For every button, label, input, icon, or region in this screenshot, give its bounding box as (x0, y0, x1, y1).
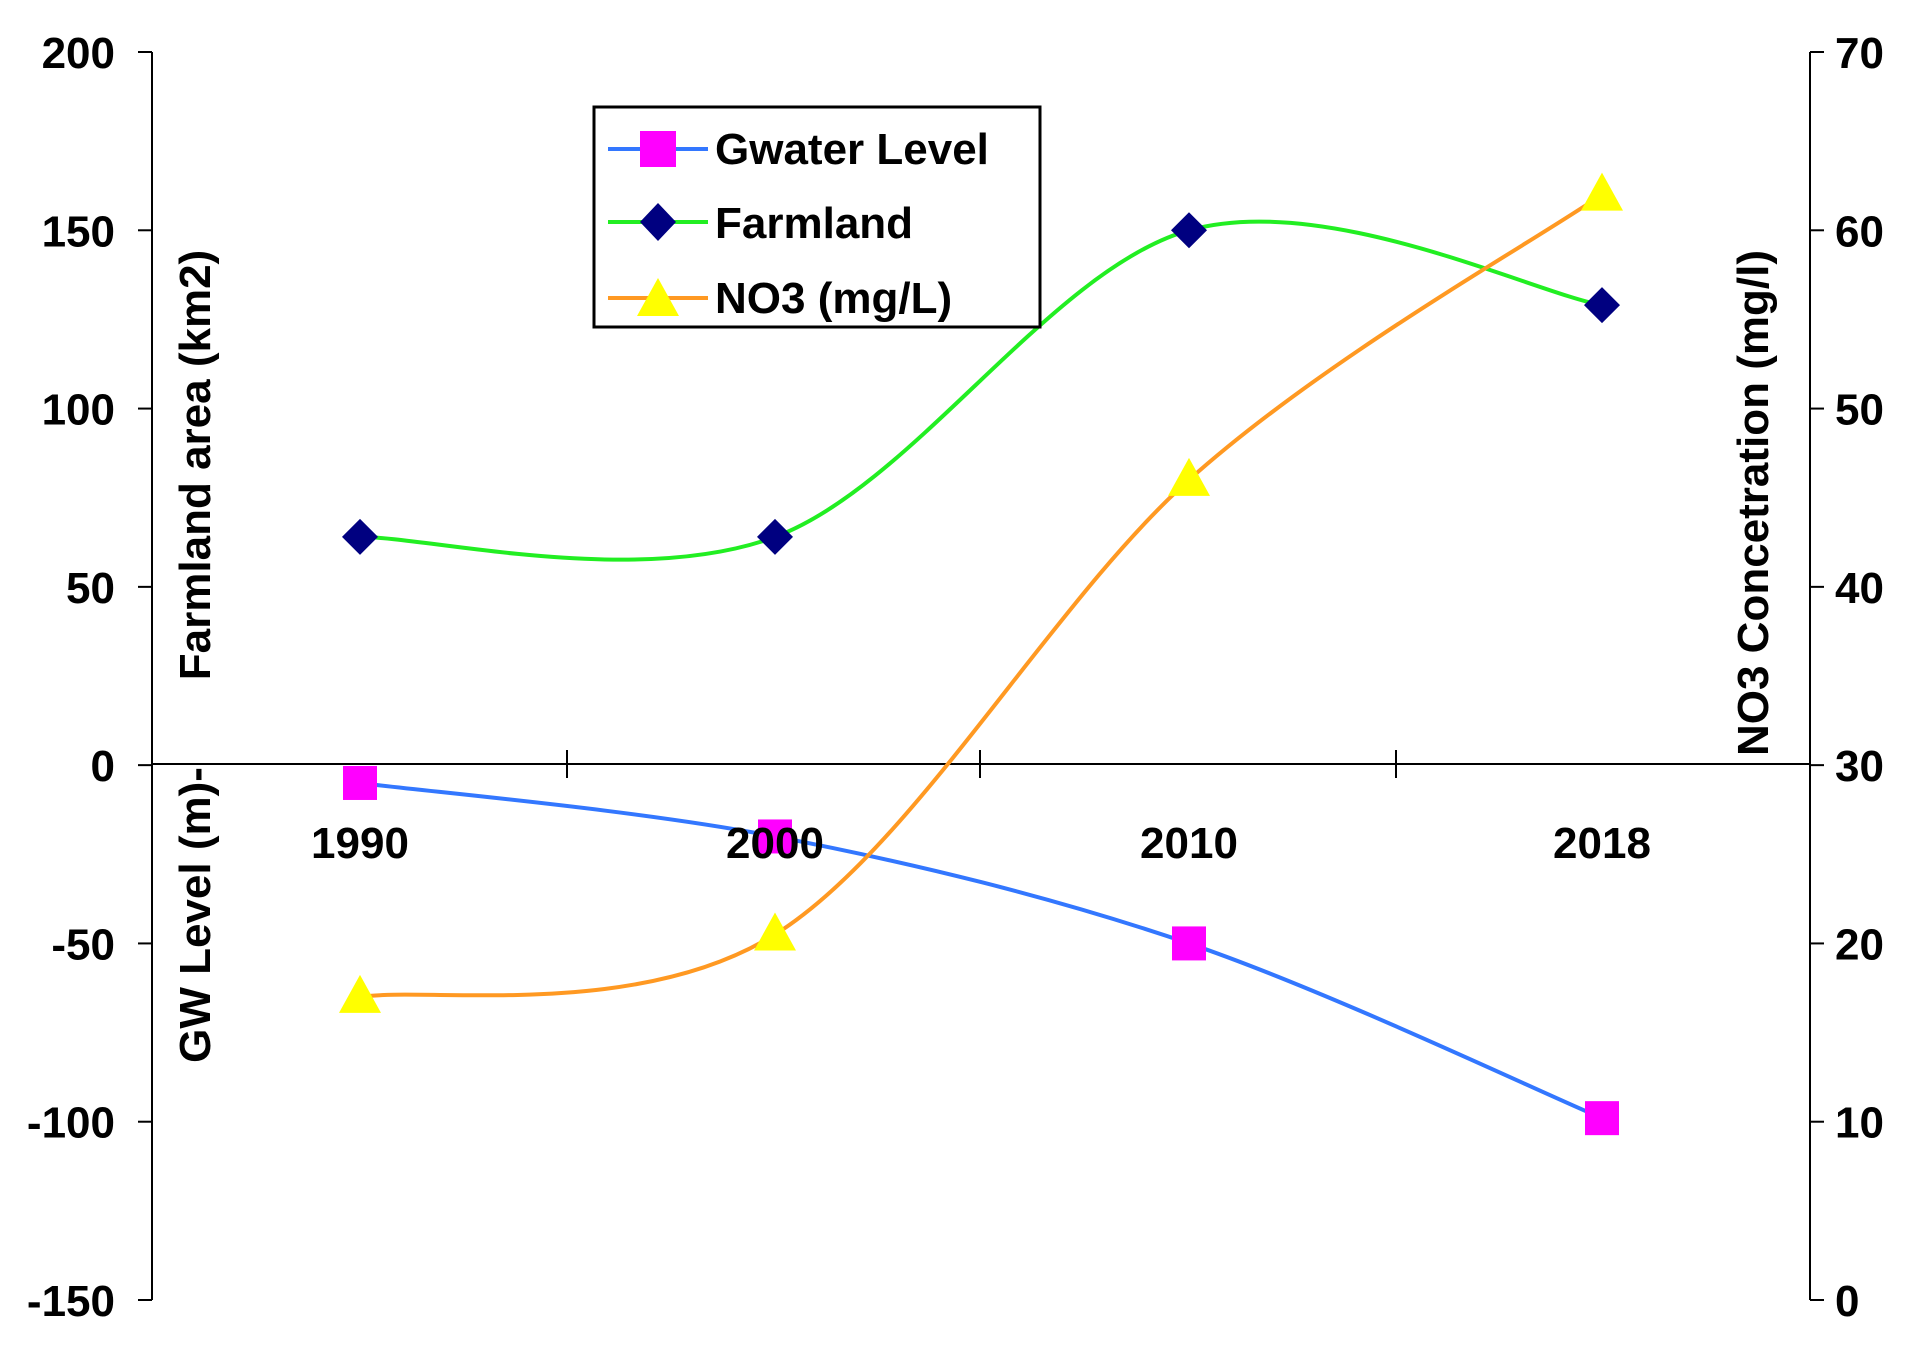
category-labels: 1990 2000 2010 2018 (311, 819, 1651, 868)
point-farmland (1584, 287, 1620, 324)
right-tick-label: 40 (1835, 564, 1884, 613)
point-gwater-level (343, 765, 377, 800)
x-category-label: 2010 (1140, 819, 1238, 868)
x-category-label: 2018 (1553, 819, 1651, 868)
left-tick-label: -50 (51, 920, 115, 969)
x-category-label: 1990 (311, 819, 409, 868)
left-axis-title-upper: Farmland area (km2) (171, 250, 220, 680)
right-axis-title: NO3 Concetration (mg/l) (1729, 250, 1778, 756)
series-line-farmland (359, 219, 1603, 562)
right-tick-label: 10 (1835, 1099, 1884, 1148)
right-tick-label: 50 (1835, 386, 1884, 435)
left-tick-label: -100 (27, 1099, 115, 1148)
left-tick-label: 0 (91, 742, 115, 791)
point-no3-mg-l (339, 974, 381, 1013)
point-no3-mg-l (754, 912, 796, 951)
right-tick-label: 0 (1835, 1277, 1859, 1326)
legend-label-farmland: Farmland (715, 199, 913, 248)
legend-label-no3: NO3 (mg/L) (715, 274, 952, 323)
right-tick-label: 70 (1835, 29, 1884, 78)
legend-marker-farmland (640, 203, 676, 241)
left-tick-label: 100 (42, 386, 115, 435)
right-tick-label: 30 (1835, 742, 1884, 791)
left-tick-label: 200 (42, 29, 115, 78)
point-farmland (757, 518, 793, 555)
point-gwater-level (1172, 926, 1206, 961)
point-gwater-level (1585, 1101, 1619, 1136)
x-category-label: 2000 (726, 819, 824, 868)
right-tick-label: 20 (1835, 920, 1884, 969)
point-no3-mg-l (1581, 172, 1623, 211)
point-gwater-level (758, 819, 792, 854)
point-farmland (342, 518, 378, 555)
series-line-gwater-level (359, 780, 1603, 1120)
left-axis-title-lower: GW Level (m)- (171, 767, 220, 1063)
legend-marker-no3 (637, 278, 679, 316)
legend: Gwater Level Farmland NO3 (mg/L) (592, 105, 1042, 329)
left-tick-label: 50 (66, 564, 115, 613)
point-farmland (1171, 212, 1207, 249)
legend-marker-gwater (640, 131, 676, 167)
right-tick-label: 60 (1835, 207, 1884, 256)
point-no3-mg-l (1168, 457, 1210, 496)
legend-label-gwater: Gwater Level (715, 125, 989, 174)
left-tick-label: -150 (27, 1277, 115, 1326)
left-tick-label: 150 (42, 207, 115, 256)
series-line-no3-mg-l (359, 192, 1604, 999)
marker-layer (339, 172, 1623, 1136)
series-layer (359, 192, 1604, 1120)
